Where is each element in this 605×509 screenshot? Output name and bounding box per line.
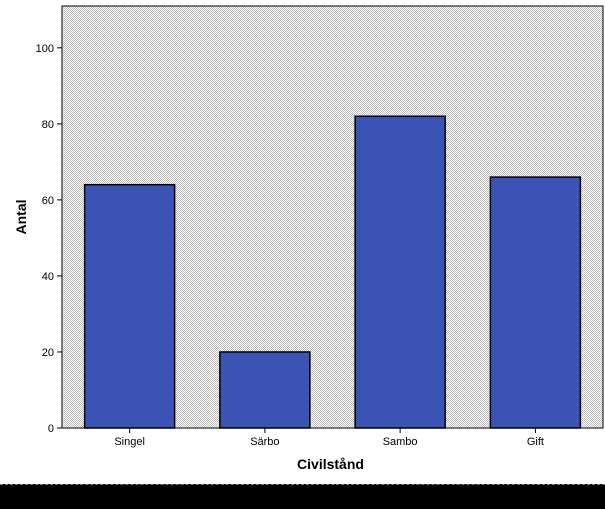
footer-band (0, 484, 605, 509)
x-tick-label-1: Särbo (250, 436, 279, 448)
footer-divider (0, 484, 605, 485)
y-tick-label-2: 40 (42, 271, 54, 283)
y-tick-label-3: 60 (42, 195, 54, 207)
x-axis: Singel Särbo Sambo Gift (114, 428, 544, 448)
y-tick-label-4: 80 (42, 119, 54, 131)
bar-sambo (354, 115, 446, 429)
x-tick-label-3: Gift (527, 436, 544, 448)
x-axis-title: Civilstånd (297, 456, 364, 472)
y-axis: 0 20 40 60 80 100 (36, 43, 62, 435)
bar-singel (83, 183, 176, 429)
y-tick-label-0: 0 (48, 423, 54, 435)
bar-gift (489, 176, 582, 429)
y-tick-label-1: 20 (42, 347, 54, 359)
x-tick-label-0: Singel (114, 436, 145, 448)
y-tick-label-5: 100 (36, 43, 54, 55)
x-tick-label-2: Sambo (383, 436, 418, 448)
bar-särbo (219, 351, 311, 429)
bars (83, 115, 582, 429)
y-axis-title: Antal (13, 200, 29, 235)
